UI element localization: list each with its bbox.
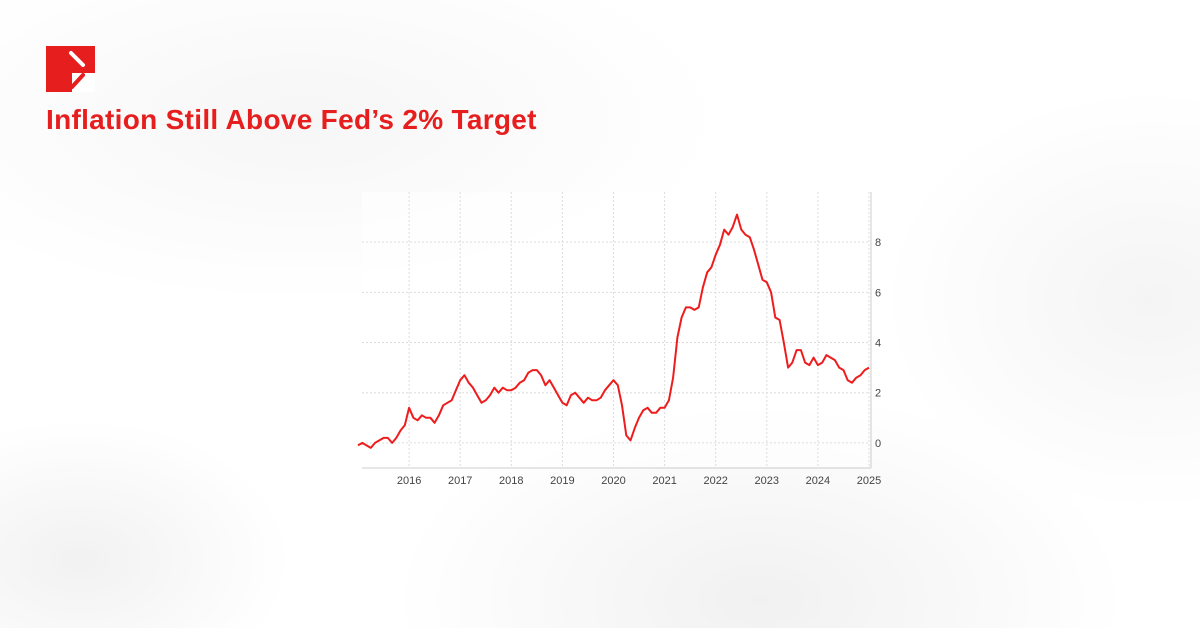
page-title: Inflation Still Above Fed’s 2% Target — [46, 104, 537, 135]
x-tick-label: 2020 — [601, 475, 625, 487]
series-line — [357, 213, 870, 449]
x-tick-label: 2025 — [857, 475, 881, 487]
x-tick-label: 2019 — [550, 475, 574, 487]
y-tick-label: 8 — [875, 237, 881, 249]
x-tick-label: 2018 — [499, 475, 523, 487]
x-tick-label: 2022 — [703, 475, 727, 487]
y-tick-label: 0 — [875, 438, 881, 450]
x-tick-label: 2024 — [806, 475, 830, 487]
y-tick-label: 2 — [875, 388, 881, 400]
x-tick-label: 2017 — [448, 475, 472, 487]
x-tick-label: 2016 — [397, 475, 421, 487]
x-tick-label: 2021 — [652, 475, 676, 487]
plot-area — [362, 192, 869, 468]
y-tick-label: 6 — [875, 287, 881, 299]
y-tick-label: 4 — [875, 338, 881, 350]
brand-logo-icon — [46, 46, 95, 92]
x-tick-label: 2023 — [755, 475, 779, 487]
